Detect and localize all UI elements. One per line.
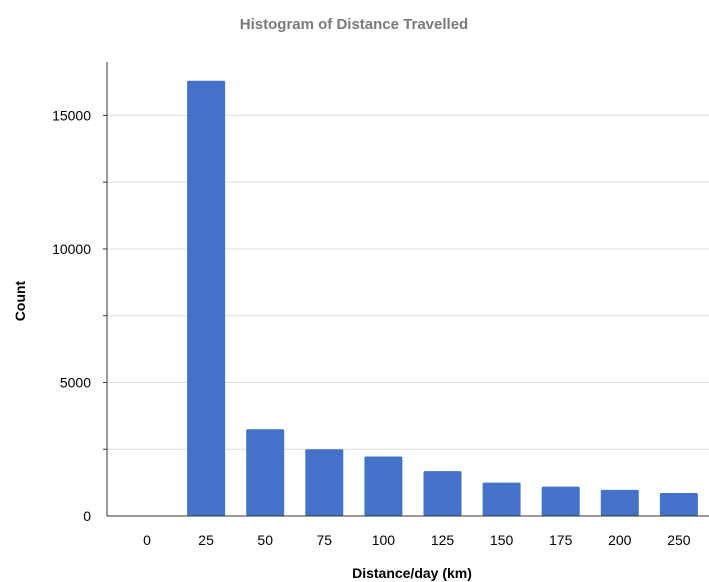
bar-25[interactable] bbox=[187, 80, 226, 516]
x-tick-label: 175 bbox=[549, 532, 573, 548]
bar-250[interactable] bbox=[659, 493, 698, 516]
x-tick-label: 125 bbox=[431, 532, 455, 548]
x-tick-label: 75 bbox=[317, 532, 333, 548]
x-axis-label: Distance/day (km) bbox=[352, 565, 472, 581]
bar-50[interactable] bbox=[246, 429, 285, 516]
x-tick-label: 0 bbox=[143, 532, 151, 548]
y-tick-label: 5000 bbox=[60, 374, 91, 390]
chart-title: Histogram of Distance Travelled bbox=[240, 16, 468, 33]
y-tick-label: 10000 bbox=[52, 241, 91, 257]
x-tick-label: 150 bbox=[490, 532, 514, 548]
bars bbox=[187, 80, 698, 516]
bar-175[interactable] bbox=[541, 486, 580, 516]
bar-150[interactable] bbox=[482, 482, 521, 516]
bar-75[interactable] bbox=[305, 449, 344, 516]
x-tick-label: 50 bbox=[257, 532, 273, 548]
x-tick-label: 250 bbox=[667, 532, 691, 548]
y-tick-label: 15000 bbox=[52, 107, 91, 123]
y-axis-label: Count bbox=[12, 280, 28, 321]
x-tick-labels: 0 25 50 75 100 125 150 175 200 250 bbox=[143, 532, 691, 548]
x-tick-label: 25 bbox=[198, 532, 214, 548]
y-tick-label: 0 bbox=[83, 508, 91, 524]
y-tick-labels: 0 5000 10000 15000 bbox=[52, 107, 91, 524]
x-tick-label: 200 bbox=[608, 532, 632, 548]
bar-100[interactable] bbox=[364, 456, 403, 516]
bar-125[interactable] bbox=[423, 471, 462, 516]
x-tick-label: 100 bbox=[372, 532, 396, 548]
bar-200[interactable] bbox=[600, 489, 639, 516]
